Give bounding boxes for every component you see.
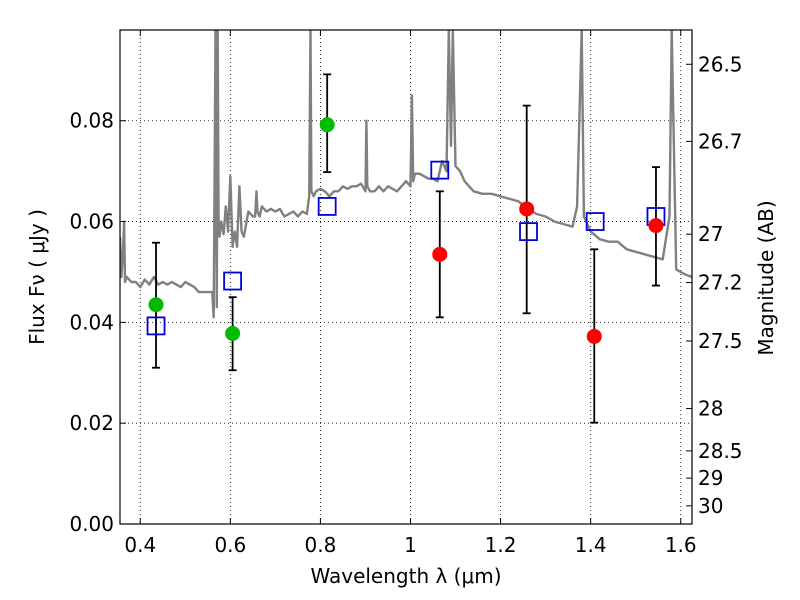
y2-tick-label: 30	[698, 494, 723, 518]
detection-point	[519, 201, 535, 217]
y2-tick-label: 27.2	[698, 271, 743, 295]
right-axis-title: Magnitude (AB)	[754, 200, 778, 355]
model-photometry-square	[430, 160, 450, 180]
detection-point	[586, 328, 602, 344]
model-sed-layer	[120, 30, 692, 319]
model-photometry-square	[519, 222, 538, 242]
model-photometry-square	[585, 212, 605, 231]
markers	[146, 117, 666, 344]
detection-point	[648, 218, 664, 234]
x-tick-label: 1.2	[485, 533, 517, 557]
x-tick-label: 0.8	[305, 533, 337, 557]
detection-point	[148, 297, 164, 313]
y2-tick-label: 26.7	[698, 129, 743, 153]
y-axis-title: Flux Fν ( μJy )	[25, 209, 49, 345]
y2-tick-label: 27	[698, 222, 723, 246]
y2-tick-label: 26.5	[698, 52, 743, 76]
x-tick-label: 1.6	[665, 533, 697, 557]
y2-tick-label: 27.5	[698, 329, 743, 353]
detection-point	[432, 246, 448, 262]
grid	[120, 30, 692, 524]
x-tick-label: 0.6	[214, 533, 246, 557]
y-tick-label: 0.00	[69, 512, 114, 536]
x-tick-label: 1	[404, 533, 417, 557]
model-photometry-square	[223, 271, 242, 291]
model-sed-line	[120, 30, 692, 319]
model-photometry-square	[146, 316, 166, 336]
detection-point	[225, 325, 241, 341]
y-tick-label: 0.08	[69, 109, 114, 133]
y-tick-label: 0.06	[69, 210, 114, 234]
x-tick-label: 1.4	[575, 533, 607, 557]
y-tick-label: 0.02	[69, 411, 114, 435]
detection-point	[319, 117, 335, 133]
ticks	[120, 30, 692, 525]
model-photometry-square	[317, 197, 337, 216]
y-tick-label: 0.04	[69, 310, 114, 334]
plot-frame	[119, 29, 693, 525]
y2-tick-label: 28.5	[698, 439, 743, 463]
x-tick-label: 0.4	[124, 533, 156, 557]
y2-tick-label: 29	[698, 466, 723, 490]
tick-labels: 0.4 0.6 0.8 1 1.2 1.4 1.6 0.00 0.02 0.04 0.06 0.08 2…	[69, 52, 742, 557]
x-axis-title: Wavelength λ (μm)	[310, 564, 501, 588]
y2-tick-label: 28	[698, 397, 723, 421]
